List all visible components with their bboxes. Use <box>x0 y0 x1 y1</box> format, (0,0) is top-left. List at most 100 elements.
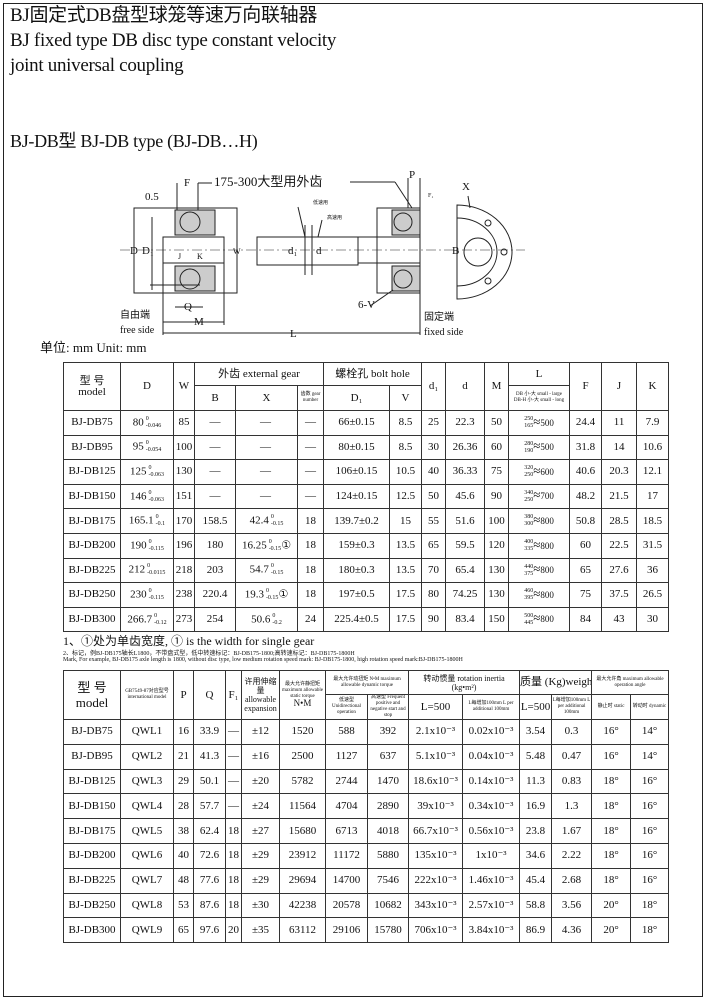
angle-static-cell: 16° <box>591 719 632 745</box>
inertia-L500-cell: 343x10⁻³ <box>408 892 464 919</box>
L-cell: 440 375≈800 <box>508 557 571 584</box>
header-d1: d₁ <box>421 362 447 411</box>
angle-dynamic-cell: 16° <box>630 793 670 820</box>
model-cell: BJ-DB125 <box>63 459 121 485</box>
label-d1: d₁ <box>288 245 298 257</box>
header-weight: 质量 (Kg)weight <box>519 670 593 695</box>
label-free-side-zh: 自由端 <box>120 308 150 321</box>
header-model: 型 号 model <box>63 670 121 720</box>
gn-cell: — <box>296 434 325 461</box>
international-model-cell: QWL3 <box>120 768 174 795</box>
table-row: BJ-DB175 QWL5 38 62.4 18 ±27 15680 6713 4018 66.7… <box>63 818 670 844</box>
static-torque-cell: 5782 <box>279 768 326 795</box>
static-torque-cell: 23912 <box>279 842 326 869</box>
W-cell: 85 <box>173 410 195 436</box>
Q-cell: 57.7 <box>193 793 226 820</box>
angle-dynamic-cell: 18° <box>630 892 670 919</box>
dyn-torque-low-cell: 4704 <box>325 793 368 820</box>
free-side-coupling-outline <box>133 207 238 294</box>
d-cell: 74.25 <box>445 582 486 608</box>
inertia-per100-cell: 1x10⁻³ <box>462 842 521 869</box>
expansion-cell: ±29 <box>241 867 280 894</box>
header-B: B <box>194 385 236 411</box>
label-F: F <box>184 177 190 189</box>
unit-label: 单位: mm Unit: mm <box>40 340 147 355</box>
d-cell: 45.6 <box>445 483 486 510</box>
K-cell: 10.6 <box>636 434 670 461</box>
header-model: 型 号 model <box>63 362 121 411</box>
gn-cell: — <box>296 410 325 436</box>
B-cell: 180 <box>194 532 236 559</box>
table-row: BJ-DB250 QWL8 53 87.6 18 ±30 42238 20578 10682 34… <box>63 892 670 919</box>
inertia-L500-cell: 135x10⁻³ <box>408 842 464 869</box>
header-F: F <box>569 362 603 411</box>
V-cell: 17.5 <box>389 606 423 633</box>
d1-cell: 80 <box>421 582 447 608</box>
table-row: BJ-DB225 212 0 -0.0115 218 203 54.7 0 -0.15 18 180… <box>63 557 670 584</box>
d-cell: 22.3 <box>445 410 486 436</box>
K-cell: 26.5 <box>636 582 670 608</box>
D1-cell: 106±0.15 <box>323 459 391 485</box>
header-static-angle: 静止时 static <box>591 694 632 720</box>
international-model-cell: QWL1 <box>120 719 174 745</box>
weight-per100-cell: 1.3 <box>551 793 593 820</box>
weight-L500-cell: 58.8 <box>519 892 553 919</box>
header-L: L <box>508 362 571 386</box>
label-M: M <box>194 316 204 328</box>
label-low-speed: 低速用 <box>313 199 328 206</box>
inertia-L500-cell: 706x10⁻³ <box>408 917 464 944</box>
performance-table: 型 号 model GB7549-87对应型号 international mod… <box>63 670 670 944</box>
note-2: 2、标记，例BJ-DB175轴长L1800，不带盘式型，低中转速标记：BJ-DB… <box>63 651 355 657</box>
header-allowable-expansion: 许用伸缩量 allowable expansion <box>241 670 280 720</box>
label-d: d <box>316 245 322 257</box>
label-P: P <box>409 169 415 181</box>
F-cell: 60 <box>569 532 603 559</box>
type-subtitle: BJ-DB型 BJ-DB type (BJ-DB…H) <box>10 131 258 151</box>
header-L-sub: DB 小-大 small - large DB-H 小-大 small - lon… <box>508 385 571 411</box>
W-cell: 273 <box>173 606 195 633</box>
M-cell: 100 <box>484 508 510 534</box>
D-cell: 230 0 -0.115 <box>120 582 174 608</box>
label-W: W <box>233 247 241 256</box>
dyn-torque-high-cell: 637 <box>366 743 410 770</box>
J-cell: 28.5 <box>601 508 638 534</box>
label-B: B <box>452 245 459 257</box>
J-cell: 22.5 <box>601 532 638 559</box>
expansion-cell: ±29 <box>241 842 280 869</box>
weight-per100-cell: 2.68 <box>551 867 593 894</box>
X-cell: 54.7 0 -0.15 <box>235 557 298 584</box>
D-cell: 165.1 0 -0.1 <box>120 508 174 534</box>
free-side-shaft <box>162 236 225 264</box>
J-cell: 43 <box>601 606 638 633</box>
ball-top <box>179 211 201 233</box>
angle-static-cell: 18° <box>591 842 632 869</box>
model-cell: BJ-DB95 <box>63 743 121 770</box>
gn-cell: 18 <box>296 532 325 559</box>
model-cell: BJ-DB250 <box>63 892 121 919</box>
dyn-torque-low-cell: 11172 <box>325 842 368 869</box>
D-cell: 80 0 -0.046 <box>120 410 174 436</box>
d-cell: 36.33 <box>445 459 486 485</box>
P-cell: 38 <box>173 818 194 844</box>
inertia-per100-cell: 0.04x10⁻³ <box>462 743 521 770</box>
label-K: K <box>197 252 203 261</box>
approx-icon: ≈ <box>533 413 541 429</box>
d-cell: 83.4 <box>445 606 486 633</box>
M-cell: 130 <box>484 557 510 584</box>
ball-bottom <box>179 268 201 290</box>
expansion-cell: ±30 <box>241 892 280 919</box>
header-D1: D₁ <box>323 385 391 411</box>
angle-static-cell: 20° <box>591 892 632 919</box>
F-cell: 48.2 <box>569 483 603 510</box>
expansion-cell: ±27 <box>241 818 280 844</box>
D1-cell: 139.7±0.2 <box>323 508 391 534</box>
approx-icon: ≈ <box>533 610 541 626</box>
M-cell: 60 <box>484 434 510 461</box>
Q-cell: 50.1 <box>193 768 226 795</box>
W-cell: 238 <box>173 582 195 608</box>
header-W: W <box>173 362 195 411</box>
L-cell: 400 335≈800 <box>508 532 571 559</box>
V-cell: 13.5 <box>389 532 423 559</box>
title-chinese: BJ固定式DB盘型球笼等速万向联轴器 <box>10 5 318 26</box>
J-cell: 14 <box>601 434 638 461</box>
